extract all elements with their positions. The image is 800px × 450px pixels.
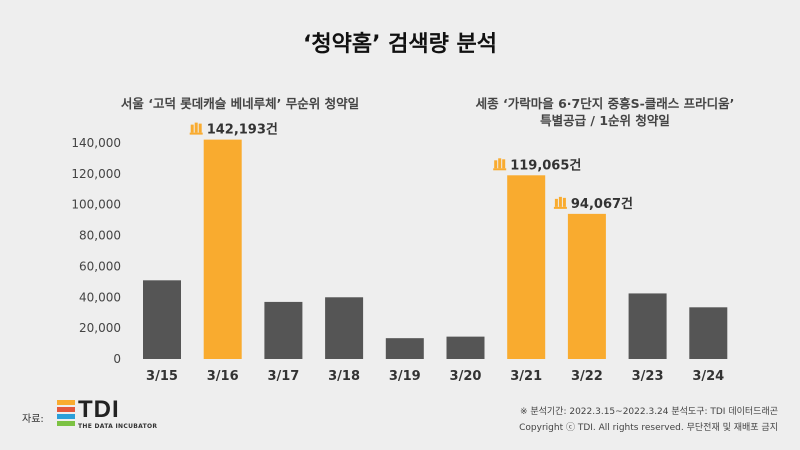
data-label-group: 142,193건 [189,122,278,138]
x-tick-label: 3/16 [207,369,239,384]
y-tick-label: 120,000 [71,167,121,181]
x-tick-label: 3/22 [571,369,603,384]
y-tick-label: 40,000 [79,290,121,304]
x-tick-label: 3/15 [146,369,178,384]
bar-3-17 [264,301,303,359]
bar-3-15 [143,280,181,359]
data-label: 119,065건 [510,157,581,173]
source-label: 자료: [22,414,44,425]
x-tick-label: 3/19 [389,369,421,384]
y-tick-label: 60,000 [79,259,121,273]
data-label: 94,067건 [571,196,633,212]
x-tick-label: 3/18 [328,369,360,384]
bar-3-16 [203,139,242,359]
annotation-right: 세종 ‘가락마을 6·7단지 중흥S-클래스 프라디움’ 특별공급 / 1순위 … [440,95,770,129]
footnote-period: ※ 분석기간: 2022.3.15~2022.3.24 분석도구: TDI 데이… [519,407,778,417]
coin-stack-icon [189,122,203,135]
bar-3-20 [446,336,485,359]
y-tick-label: 100,000 [71,198,121,212]
data-label: 142,193건 [207,122,278,138]
tdi-logo-icon [57,400,75,426]
annotation-right-line1: 세종 ‘가락마을 6·7단지 중흥S-클래스 프라디움’ [475,96,735,111]
tdi-logo-text: TDI [78,396,120,423]
coin-stack-icon [553,196,567,209]
x-tick-label: 3/24 [692,369,724,384]
y-tick-label: 140,000 [71,136,121,150]
x-tick-label: 3/23 [632,369,664,384]
x-tick-label: 3/17 [267,369,299,384]
footnote-copyright: Copyright ⓒ TDI. All rights reserved. 무단… [519,423,778,433]
bar-3-19 [385,338,424,359]
bar-3-22 [567,213,606,359]
data-label-group: 119,065건 [493,157,581,173]
coin-stack-icon [493,158,507,171]
bar-3-24 [689,307,728,359]
bar-3-23 [628,293,667,359]
tdi-logo-tagline: THE DATA INCUBATOR [78,423,158,430]
x-tick-label: 3/21 [510,369,542,384]
bar-3-21 [507,175,546,359]
x-tick-label: 3/20 [450,369,482,384]
annotation-right-line2: 특별공급 / 1순위 청약일 [540,113,670,128]
annotation-left: 서울 ‘고덕 롯데캐슬 베네루체’ 무순위 청약일 [120,96,360,111]
y-tick-label: 0 [113,352,121,366]
chart-title: ‘청약홈’ 검색량 분석 [303,32,497,57]
data-label-group: 94,067건 [553,196,633,212]
y-tick-label: 80,000 [79,229,121,243]
y-tick-label: 20,000 [79,321,121,335]
bar-3-18 [325,297,364,359]
